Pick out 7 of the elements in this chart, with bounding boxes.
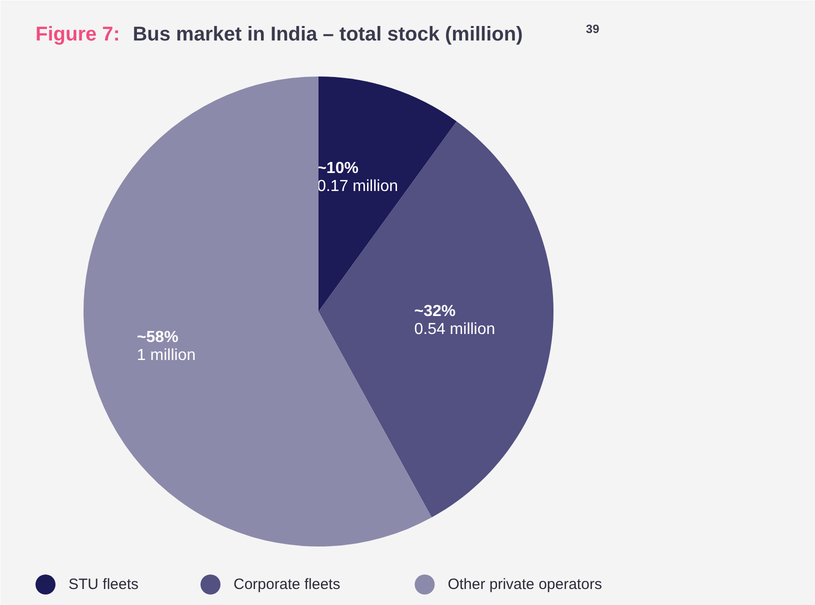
legend-label: Other private operators [448,576,602,593]
chart-title: Figure 7: Bus market in India – total stock (million)39 [36,22,600,46]
data-label: ~10% 0.17 million [317,160,398,195]
legend-label: Corporate fleets [234,576,340,593]
data-label: ~32% 0.54 million [414,302,496,338]
data-label: ~58% 1 million [136,329,196,364]
legend-label: STU fleets [68,576,139,593]
